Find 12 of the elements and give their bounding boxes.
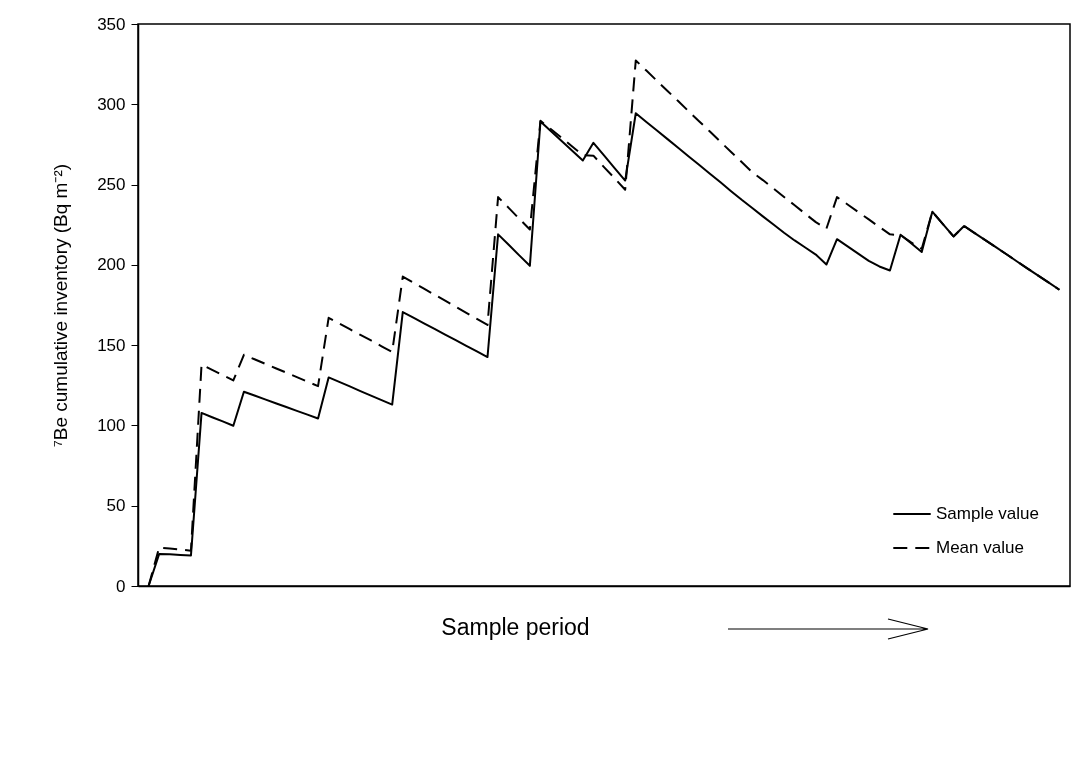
y-tick-label: 350 bbox=[97, 14, 126, 34]
y-tick-label: 50 bbox=[106, 496, 126, 516]
y-tick-label: 150 bbox=[97, 335, 126, 355]
y-tick-label: 300 bbox=[97, 94, 126, 114]
y-axis-title: ⁷Be cumulative inventory (Bq m⁻²) bbox=[50, 163, 72, 448]
x-axis-title: Sample period bbox=[441, 613, 590, 640]
y-tick-label: 200 bbox=[97, 255, 126, 275]
legend-label: Sample value bbox=[936, 504, 1040, 523]
y-tick-label: 0 bbox=[116, 576, 126, 596]
y-tick-label: 100 bbox=[97, 415, 126, 435]
y-tick-label: 250 bbox=[97, 175, 126, 195]
legend-label: Mean value bbox=[936, 538, 1024, 557]
